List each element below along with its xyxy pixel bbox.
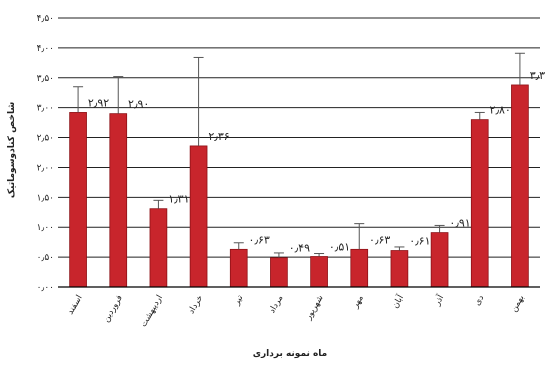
y-tick-label: ۳٫۵۰: [37, 74, 54, 84]
gridlines: [58, 17, 540, 288]
data-labels: ۲٫۹۲ ۲٫۹۰ ۱٫۳۱ ۲٫۳۶ ۰٫۶۳ ۰٫۴۹ ۰٫۵۱ ۰٫۶۳ ۰٫۶۱ ۰٫۹۱…: [88, 69, 545, 255]
bar: [511, 84, 529, 288]
y-tick-label: ۰٫۵۰: [37, 253, 54, 263]
x-category-label: مرداد: [267, 294, 285, 316]
bar: [310, 256, 328, 288]
x-category-label: اردیبهشت: [139, 294, 165, 329]
bar: [149, 208, 168, 288]
data-label: ۰٫۶۳: [249, 233, 270, 246]
bar: [189, 145, 208, 288]
x-category-label: دی: [472, 293, 486, 307]
bar: [470, 119, 489, 288]
y-tick-label: ۲٫۰۰: [37, 163, 54, 173]
x-category-label: تیر: [231, 293, 245, 308]
y-tick-label: ۳٫۰۰: [37, 104, 54, 114]
data-label: ۰٫۴۹: [289, 242, 310, 255]
data-label: ۲٫۸۰: [490, 104, 511, 117]
bar: [229, 248, 248, 288]
x-category-label: فروردین: [101, 294, 124, 325]
y-tick-label: ۰٫۰۰: [37, 283, 54, 293]
y-tick-label: ۱٫۵۰: [37, 193, 54, 203]
x-category-label: آبان: [389, 292, 406, 310]
x-category-labels: اسفند فروردین اردیبهشت خرداد تیر مرداد شهریور م…: [66, 292, 527, 329]
x-category-label: اسفند: [66, 294, 85, 317]
data-label: ۰٫۵۱: [329, 241, 350, 254]
bar: [350, 248, 369, 288]
x-category-label: خرداد: [187, 294, 206, 316]
bar: [390, 250, 409, 288]
bar: [430, 232, 449, 288]
x-axis-title: ماه نمونه برداری: [253, 349, 328, 359]
data-label: ۰٫۶۱: [409, 235, 430, 248]
bar: [69, 112, 87, 288]
x-category-label: آذر: [430, 292, 446, 308]
x-category-label: شهریور: [303, 294, 325, 323]
y-tick-label: ۴٫۰۰: [37, 44, 54, 54]
bar: [270, 257, 288, 288]
y-axis-title: شاخص کنادوسوماتیک: [7, 102, 17, 198]
data-label: ۲٫۹۰: [128, 98, 149, 111]
data-label: ۲٫۹۲: [88, 96, 109, 109]
y-tick-labels: ۰٫۰۰ ۰٫۵۰ ۱٫۰۰ ۱٫۵۰ ۲٫۰۰ ۲٫۵۰ ۳٫۰۰ ۳٫۵۰ ۴٫۰۰ ۴٫۵۰: [37, 14, 54, 293]
y-tick-label: ۲٫۵۰: [37, 134, 54, 144]
data-label: ۳٫۳۸: [530, 69, 545, 82]
y-tick-label: ۴٫۵۰: [37, 14, 54, 24]
data-label: ۰٫۹۱: [449, 217, 470, 230]
data-label: ۲٫۳۶: [208, 130, 229, 143]
data-label: ۰٫۶۳: [369, 233, 390, 246]
error-bars: [73, 52, 525, 258]
y-tick-label: ۱٫۰۰: [37, 223, 54, 233]
data-label: ۱٫۳۱: [168, 193, 189, 206]
bar: [109, 113, 128, 288]
x-category-label: مهر: [350, 294, 366, 311]
x-category-label: بهمن: [509, 294, 526, 314]
